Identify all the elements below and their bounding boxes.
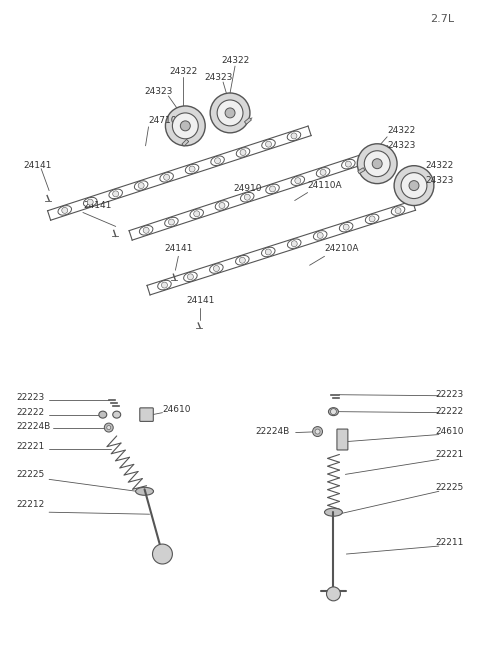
Text: 22212: 22212	[16, 500, 45, 509]
Text: 24141: 24141	[23, 161, 52, 170]
Circle shape	[372, 159, 382, 169]
Text: 24110A: 24110A	[308, 181, 342, 190]
Ellipse shape	[99, 411, 107, 418]
Circle shape	[215, 158, 220, 164]
Circle shape	[315, 429, 320, 434]
Text: 22221: 22221	[16, 442, 45, 451]
Circle shape	[371, 153, 377, 159]
Circle shape	[189, 166, 195, 172]
Circle shape	[291, 241, 297, 247]
Circle shape	[326, 587, 340, 601]
Circle shape	[87, 199, 93, 205]
Text: 24610: 24610	[162, 405, 191, 414]
Circle shape	[312, 426, 323, 436]
Circle shape	[107, 426, 111, 430]
Ellipse shape	[328, 407, 338, 416]
Circle shape	[164, 174, 169, 180]
Circle shape	[62, 208, 68, 214]
Text: 24210A: 24210A	[324, 244, 359, 253]
FancyBboxPatch shape	[244, 118, 252, 124]
Ellipse shape	[324, 508, 342, 516]
Text: 24322: 24322	[221, 56, 249, 65]
Circle shape	[172, 113, 198, 139]
Circle shape	[244, 195, 250, 200]
Circle shape	[394, 166, 434, 206]
Text: 22224B: 22224B	[16, 422, 50, 431]
FancyBboxPatch shape	[182, 140, 189, 146]
Text: 24610: 24610	[435, 427, 464, 436]
Text: 24141: 24141	[186, 295, 215, 305]
Circle shape	[401, 173, 427, 198]
Circle shape	[364, 151, 390, 177]
Text: 24141: 24141	[164, 244, 192, 253]
Text: 22225: 22225	[16, 470, 45, 479]
FancyBboxPatch shape	[140, 408, 153, 421]
Text: 24323: 24323	[425, 176, 453, 185]
Text: 22223: 22223	[435, 390, 464, 399]
Circle shape	[161, 282, 168, 288]
Text: 24323: 24323	[144, 86, 173, 96]
Text: 24323: 24323	[204, 73, 232, 82]
Circle shape	[166, 106, 205, 146]
Circle shape	[113, 191, 119, 197]
Circle shape	[214, 265, 219, 272]
Circle shape	[330, 409, 336, 415]
Circle shape	[225, 108, 235, 118]
Circle shape	[194, 211, 200, 217]
Circle shape	[168, 219, 174, 225]
Circle shape	[343, 224, 349, 230]
Circle shape	[395, 208, 401, 214]
Text: 24910: 24910	[234, 184, 262, 193]
Text: 22221: 22221	[435, 450, 464, 459]
Text: 24322: 24322	[387, 126, 415, 136]
Circle shape	[210, 93, 250, 133]
Text: 2.7L: 2.7L	[430, 14, 454, 24]
Circle shape	[369, 216, 375, 222]
Circle shape	[409, 181, 419, 191]
Circle shape	[138, 183, 144, 189]
Circle shape	[291, 133, 297, 139]
Circle shape	[143, 227, 149, 233]
Circle shape	[187, 274, 193, 280]
Text: 22222: 22222	[16, 408, 45, 417]
Circle shape	[320, 170, 326, 176]
Text: 24322: 24322	[169, 67, 197, 75]
Text: 22225: 22225	[435, 483, 464, 492]
Circle shape	[346, 161, 351, 167]
FancyBboxPatch shape	[358, 168, 365, 174]
Text: 22222: 22222	[435, 407, 464, 416]
Circle shape	[317, 233, 323, 238]
Circle shape	[295, 178, 301, 183]
Circle shape	[219, 202, 225, 208]
FancyBboxPatch shape	[337, 429, 348, 450]
Text: 24141: 24141	[83, 201, 111, 210]
Circle shape	[104, 423, 113, 432]
Circle shape	[270, 186, 276, 192]
Ellipse shape	[113, 411, 120, 418]
Circle shape	[265, 249, 271, 255]
Text: 24322: 24322	[425, 161, 453, 170]
Circle shape	[180, 121, 190, 131]
Circle shape	[240, 257, 245, 263]
Circle shape	[240, 149, 246, 155]
Circle shape	[217, 100, 243, 126]
Text: 22211: 22211	[435, 538, 464, 546]
Text: 22224B: 22224B	[255, 427, 290, 436]
Circle shape	[153, 544, 172, 564]
Text: 24710: 24710	[148, 117, 177, 125]
Text: 24323: 24323	[387, 141, 416, 150]
Circle shape	[265, 141, 272, 147]
Ellipse shape	[136, 487, 154, 495]
Circle shape	[357, 144, 397, 183]
Text: 22223: 22223	[16, 393, 45, 402]
